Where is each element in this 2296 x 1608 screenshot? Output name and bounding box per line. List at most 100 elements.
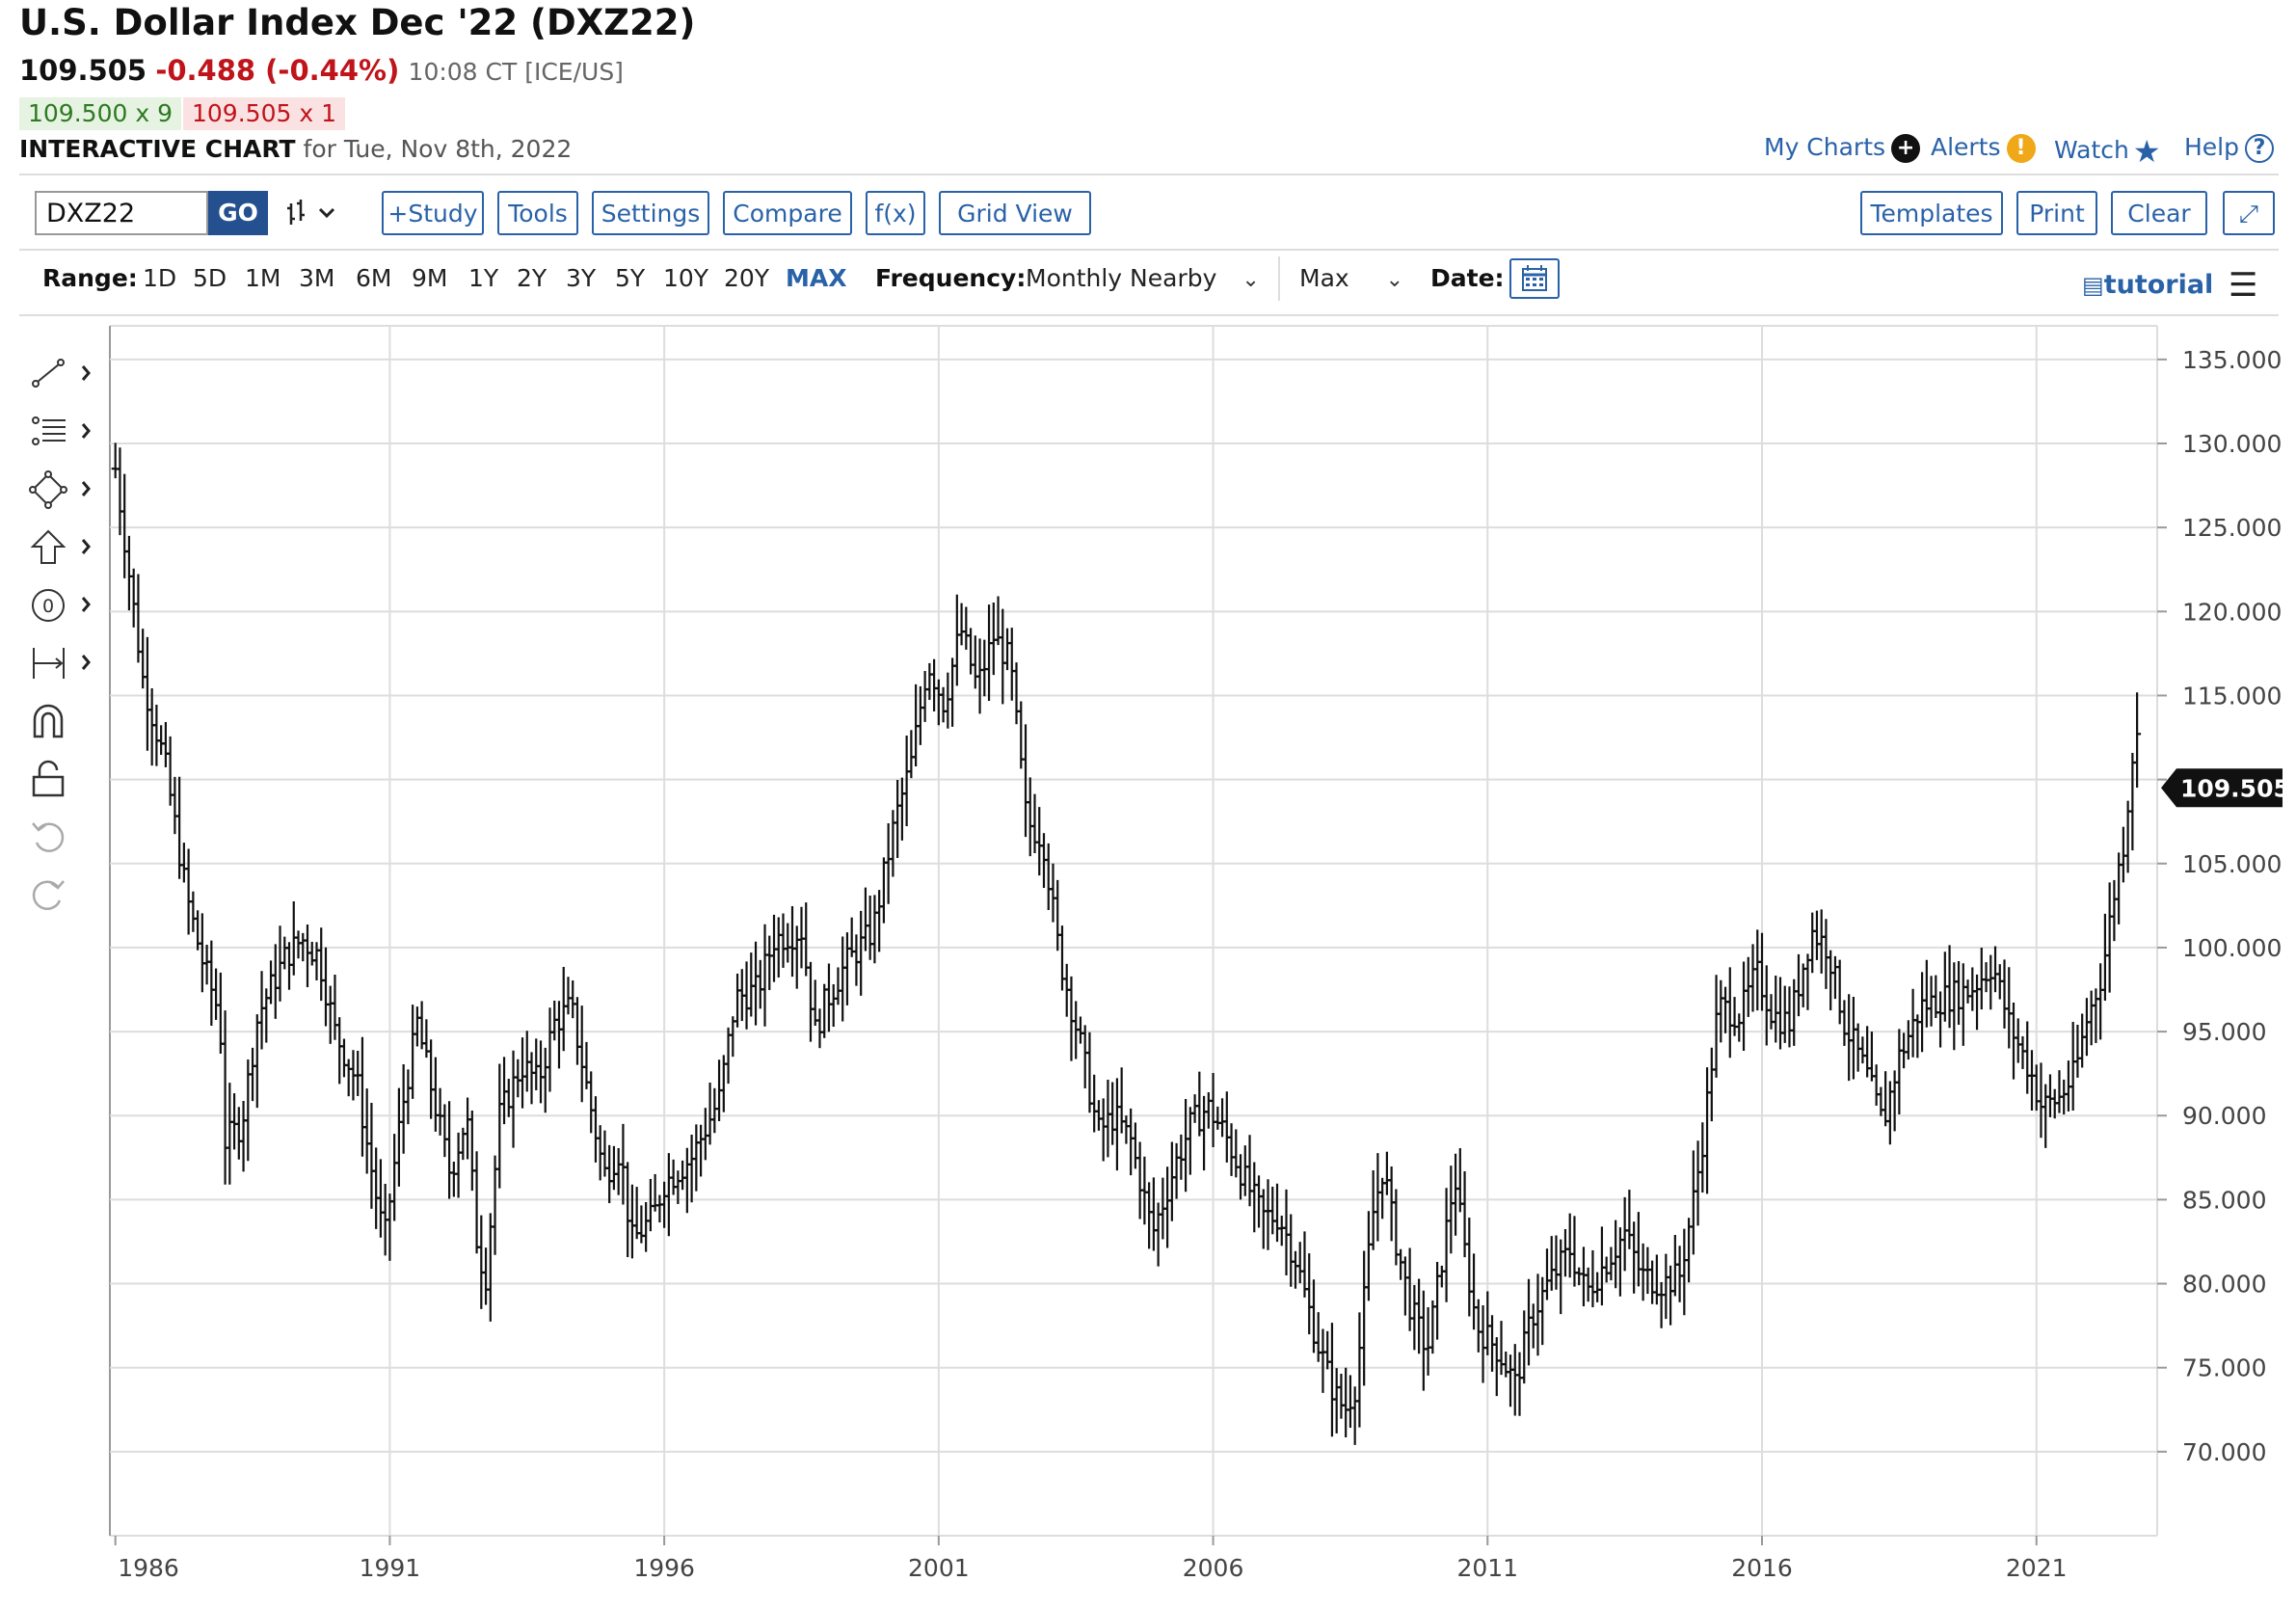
ohlc-bar <box>907 730 916 779</box>
undo-tool[interactable] <box>29 817 96 856</box>
clear-button[interactable]: Clear <box>2111 191 2207 235</box>
expand-button[interactable]: ⤢ <box>2223 191 2275 235</box>
ohlc-bar <box>1218 1098 1227 1138</box>
chevron-down-icon: ⌄ <box>1241 268 1260 292</box>
ohlc-bar <box>1273 1183 1282 1243</box>
range-1y[interactable]: 1Y <box>468 264 499 292</box>
print-button[interactable]: Print <box>2016 191 2097 235</box>
ohlc-bar <box>1342 1367 1350 1437</box>
ohlc-bar <box>2060 1079 2069 1115</box>
ohlc-bar <box>1552 1235 1561 1290</box>
range-5y[interactable]: 5Y <box>615 264 646 292</box>
shape-tool[interactable] <box>29 470 96 509</box>
ohlc-bar <box>1428 1300 1437 1354</box>
tools-button[interactable]: Tools <box>497 191 578 235</box>
x-tick-label: 1991 <box>360 1554 421 1582</box>
fibonacci-tool[interactable] <box>29 413 96 451</box>
ohlc-bar <box>1615 1227 1624 1297</box>
ohlc-bar <box>1808 912 1817 974</box>
y-tick-label: 75.000 <box>2182 1354 2266 1382</box>
ohlc-bar <box>271 944 280 1019</box>
range-1m[interactable]: 1M <box>245 264 281 292</box>
settings-button[interactable]: Settings <box>592 191 709 235</box>
ohlc-bar <box>294 930 303 959</box>
ohlc-bar <box>1327 1323 1336 1437</box>
ohlc-bar <box>1214 1106 1222 1130</box>
arrow-tool[interactable] <box>29 528 96 567</box>
grid-view-button[interactable]: Grid View <box>939 191 1091 235</box>
ohlc-bar <box>902 736 911 827</box>
ohlc-bar <box>989 602 998 676</box>
lock-tool[interactable] <box>29 760 96 798</box>
compare-button[interactable]: Compare <box>723 191 852 235</box>
range-3y[interactable]: 3Y <box>566 264 597 292</box>
ohlc-bar <box>1067 976 1076 1061</box>
ohlc-bar <box>537 1040 546 1104</box>
date-picker-button[interactable] <box>1509 258 1560 299</box>
redo-tool[interactable] <box>29 875 96 914</box>
ohlc-bar <box>2128 752 2137 851</box>
ohlc-bar <box>207 940 216 1027</box>
ohlc-bar <box>1593 1272 1602 1302</box>
annotation-tool[interactable]: 0 <box>29 586 96 625</box>
ohlc-bar <box>1515 1352 1524 1416</box>
range-6m[interactable]: 6M <box>356 264 392 292</box>
ohlc-bar <box>792 925 801 989</box>
ohlc-bar <box>1625 1190 1634 1249</box>
ohlc-bar <box>1044 843 1053 910</box>
range-max[interactable]: MAX <box>786 264 847 292</box>
trendline-tool[interactable] <box>29 355 96 393</box>
help-link[interactable]: Help? <box>2184 133 2274 163</box>
range-5d[interactable]: 5D <box>193 264 227 292</box>
range-3m[interactable]: 3M <box>299 264 335 292</box>
range-20y[interactable]: 20Y <box>724 264 770 292</box>
ohlc-bar <box>171 776 179 835</box>
ohlc-bar <box>1090 1074 1099 1133</box>
y-tick-label: 95.000 <box>2182 1018 2266 1046</box>
go-button[interactable]: GO <box>208 191 268 235</box>
redo-icon <box>32 880 65 910</box>
ohlc-bar <box>1597 1226 1606 1306</box>
range-2y[interactable]: 2Y <box>517 264 547 292</box>
ohlc-bar <box>1730 997 1739 1036</box>
menu-icon[interactable]: ☰ <box>2229 266 2258 305</box>
ohlc-bar <box>1295 1242 1304 1284</box>
range-9m[interactable]: 9M <box>412 264 448 292</box>
symbol-input[interactable] <box>35 191 208 235</box>
ohlc-bar <box>1264 1179 1272 1250</box>
study-button[interactable]: +Study <box>382 191 484 235</box>
range-10y[interactable]: 10Y <box>663 264 709 292</box>
ohlc-bar <box>1502 1352 1510 1378</box>
fx-button[interactable]: f(x) <box>866 191 925 235</box>
ohlc-bar <box>1835 959 1844 1025</box>
ohlc-bar <box>1827 950 1835 1011</box>
bar-type-selector[interactable] <box>285 196 345 230</box>
ohlc-bar <box>829 983 838 1028</box>
x-tick-label: 2021 <box>2006 1554 2068 1582</box>
help-label: Help <box>2184 133 2239 161</box>
templates-button[interactable]: Templates <box>1860 191 2003 235</box>
alerts-link[interactable]: Alerts! <box>1931 133 2036 163</box>
range-1d[interactable]: 1D <box>143 264 177 292</box>
last-price-flag <box>2161 768 2283 808</box>
ohlc-bar <box>642 1201 651 1252</box>
watch-link[interactable]: Watch ★ <box>2054 133 2161 170</box>
tutorial-link[interactable]: ▤tutorial <box>2082 270 2213 300</box>
chevron-down-icon: ⌄ <box>1385 268 1404 292</box>
ohlc-bar <box>198 913 206 993</box>
ohlc-bar <box>839 936 847 1022</box>
period-select[interactable]: Max ⌄ <box>1299 264 1403 292</box>
frequency-select[interactable]: Monthly Nearby ⌄ <box>1026 264 1260 292</box>
magnet-tool[interactable] <box>29 702 96 740</box>
ohlc-bar <box>486 1213 494 1322</box>
measure-tool[interactable] <box>29 644 96 683</box>
ohlc-bar <box>1470 1253 1479 1330</box>
y-tick-label: 80.000 <box>2182 1271 2266 1299</box>
ohlc-bar <box>116 447 124 536</box>
ohlc-bar <box>267 960 276 1005</box>
ohlc-bar <box>1465 1218 1474 1317</box>
expand-icon: ⤢ <box>2238 200 2258 228</box>
bid-badge: 109.500 x 9 <box>19 97 181 130</box>
my-charts-link[interactable]: My Charts + <box>1764 133 1921 163</box>
